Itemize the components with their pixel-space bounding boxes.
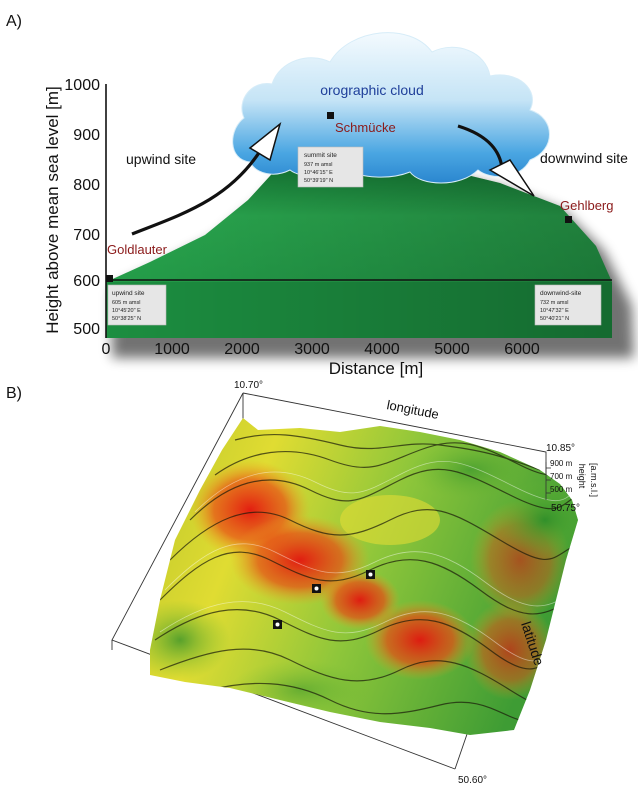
terrain-surface (150, 418, 578, 735)
coord-bottom: 50.60° (458, 775, 487, 786)
y-tick: 800 (73, 177, 100, 194)
x-ticks: 0 1000 2000 3000 4000 5000 6000 (102, 341, 540, 358)
downwind-label: downwind site (540, 150, 628, 166)
y-tick: 600 (73, 273, 100, 290)
x-tick: 0 (102, 341, 111, 358)
summit-title: summit site (304, 152, 337, 159)
downwind-title: downwind-site (540, 290, 582, 297)
height-tick: 900 m (550, 459, 573, 468)
y-ticks: 1000 900 800 700 600 500 (64, 77, 100, 338)
upwind-label: upwind site (126, 151, 196, 167)
x-tick: 2000 (224, 341, 260, 358)
upwind-lon: 10°45'20" E (112, 308, 141, 314)
upwind-site-marker (106, 275, 113, 282)
y-axis-label: Height above mean sea level [m] (43, 86, 62, 334)
upwind-alt: 605 m amsl (112, 300, 140, 306)
height-label: height (577, 464, 587, 489)
coord-right: 50.75° (551, 503, 580, 514)
upwind-lat: 50°38'25" N (112, 316, 141, 322)
upwind-arrow-shaft (131, 147, 264, 236)
y-tick: 500 (73, 321, 100, 338)
panel-a: A) Height above mean sea level [m] 1000 … (6, 13, 634, 378)
downwind-site-box: downwind-site 732 m amsl 10°47'32" E 50°… (534, 284, 602, 326)
downwind-site-marker (565, 216, 572, 223)
height-axis: 900 m 700 m 500 m height [a.m.s.l.] (545, 459, 599, 500)
upwind-title: upwind site (112, 290, 145, 297)
height-tick: 500 m (550, 485, 573, 494)
x-tick: 1000 (154, 341, 190, 358)
panel-b: B) (6, 380, 599, 786)
downwind-lon: 10°47'32" E (540, 308, 569, 314)
coord-top-right: 10.85° (546, 443, 575, 454)
downwind-arrow-shaft (457, 124, 504, 169)
downwind-arrow-head (488, 159, 535, 197)
upwind-site-box: upwind site 605 m amsl 10°45'20" E 50°38… (107, 284, 167, 326)
place-gehlberg: Gehlberg (560, 198, 613, 213)
terrain-shade (106, 150, 612, 338)
coord-top-left: 10.70° (234, 380, 263, 391)
x-tick: 6000 (504, 341, 540, 358)
summit-lon: 10°46'15" E (304, 170, 333, 176)
y-tick: 700 (73, 227, 100, 244)
longitude-label: longitude (386, 397, 441, 422)
x-tick: 3000 (294, 341, 330, 358)
x-axis-label: Distance [m] (329, 359, 423, 378)
panel-a-label: A) (6, 13, 22, 30)
y-tick: 1000 (64, 77, 100, 94)
summit-lat: 50°39'19" N (304, 178, 333, 184)
x-tick: 5000 (434, 341, 470, 358)
downwind-lat: 50°40'21" N (540, 316, 569, 322)
summit-alt: 937 m amsl (304, 162, 332, 168)
panel-b-label: B) (6, 385, 22, 402)
y-tick: 900 (73, 127, 100, 144)
x-tick: 4000 (364, 341, 400, 358)
place-goldlauter: Goldlauter (107, 242, 168, 257)
downwind-alt: 732 m amsl (540, 300, 568, 306)
terrain-site-markers (273, 570, 375, 629)
summit-site-box: summit site 937 m amsl 10°46'15" E 50°39… (297, 146, 364, 188)
upwind-arrow-head (248, 121, 282, 162)
height-tick: 700 m (550, 472, 573, 481)
height-unit: [a.m.s.l.] (589, 463, 599, 497)
summit-site-marker (327, 112, 334, 119)
place-schmuecke: Schmücke (335, 120, 396, 135)
cloud-label: orographic cloud (320, 82, 424, 98)
